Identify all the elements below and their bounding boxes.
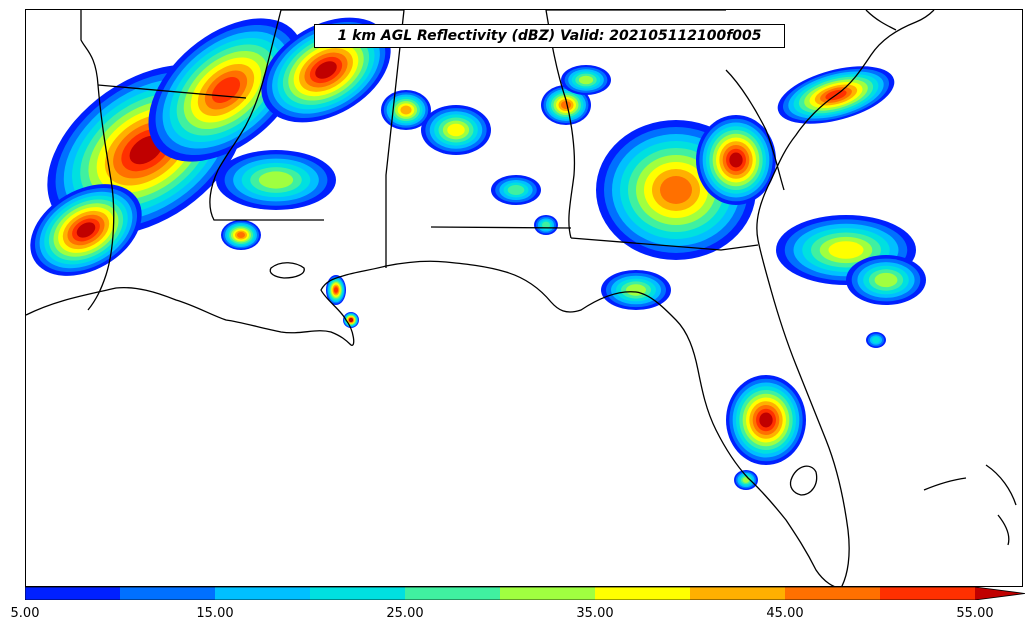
- gulf-coastline: [26, 260, 835, 586]
- colorbar: [25, 587, 1025, 600]
- reflectivity-contour: [400, 105, 412, 115]
- state-border-sc-nc: [865, 10, 897, 31]
- state-border-ga-sc: [725, 69, 785, 191]
- colorbar-tick-label: 25.00: [386, 606, 424, 621]
- state-border-ga-fl: [570, 237, 759, 251]
- colorbar-tick-label: 15.00: [196, 606, 234, 621]
- colorbar-tick-label: 5.00: [10, 606, 40, 621]
- reflectivity-contour: [759, 412, 773, 428]
- bahamas-islands: [923, 464, 1017, 546]
- colorbar-segment: [310, 587, 405, 600]
- reflectivity-contour: [874, 272, 898, 288]
- mississippi-river-border: [209, 10, 324, 221]
- colorbar-segment: [500, 587, 595, 600]
- reflectivity-contour: [729, 152, 743, 168]
- reflectivity-contour: [507, 185, 525, 195]
- reflectivity-contour: [315, 61, 337, 79]
- state-border-ms-al: [385, 10, 405, 268]
- state-border-ar-la: [97, 84, 247, 99]
- reflectivity-contour: [578, 75, 594, 85]
- reflectivity-contour: [334, 287, 338, 293]
- colorbar-segment: [120, 587, 215, 600]
- reflectivity-contour: [349, 318, 353, 322]
- colorbar-segment: [25, 587, 120, 600]
- state-border-tx-la: [87, 84, 115, 311]
- reflectivity-layer: [30, 17, 926, 490]
- lake-pontchartrain: [269, 262, 305, 279]
- reflectivity-contour: [828, 241, 864, 259]
- colorbar-segment: [215, 587, 310, 600]
- reflectivity-contour: [542, 221, 550, 229]
- map-title: 1 km AGL Reflectivity (dBZ) Valid: 20210…: [314, 24, 785, 48]
- colorbar-segment: [785, 587, 880, 600]
- reflectivity-contour: [258, 171, 294, 189]
- colorbar-tick-label: 45.00: [766, 606, 804, 621]
- colorbar-segment: [690, 587, 785, 600]
- colorbar-outline: [25, 587, 1025, 600]
- colorbar-tick-label: 55.00: [956, 606, 994, 621]
- lake-okeechobee: [789, 465, 818, 496]
- state-border-al-fl: [430, 226, 572, 229]
- reflectivity-contour: [660, 176, 692, 204]
- reflectivity-contour: [447, 123, 465, 137]
- colorbar-segment: [880, 587, 975, 600]
- radar-map: 1 km AGL Reflectivity (dBZ) Valid: 20210…: [25, 9, 1023, 587]
- colorbar-segment: [405, 587, 500, 600]
- boundaries-layer: [26, 10, 1017, 586]
- florida-east-coastline: [756, 10, 935, 586]
- colorbar-extend-arrow: [975, 587, 1025, 600]
- reflectivity-contour: [237, 232, 245, 238]
- reflectivity-map-canvas: [26, 10, 1017, 586]
- colorbar-tick-label: 35.00: [576, 606, 614, 621]
- reflectivity-contour: [872, 336, 880, 344]
- state-border-al-ga: [545, 10, 576, 239]
- reflectivity-contour: [561, 101, 571, 109]
- state-border-tx-ok: [80, 10, 99, 86]
- reflectivity-contour: [76, 222, 96, 238]
- colorbar-segment: [595, 587, 690, 600]
